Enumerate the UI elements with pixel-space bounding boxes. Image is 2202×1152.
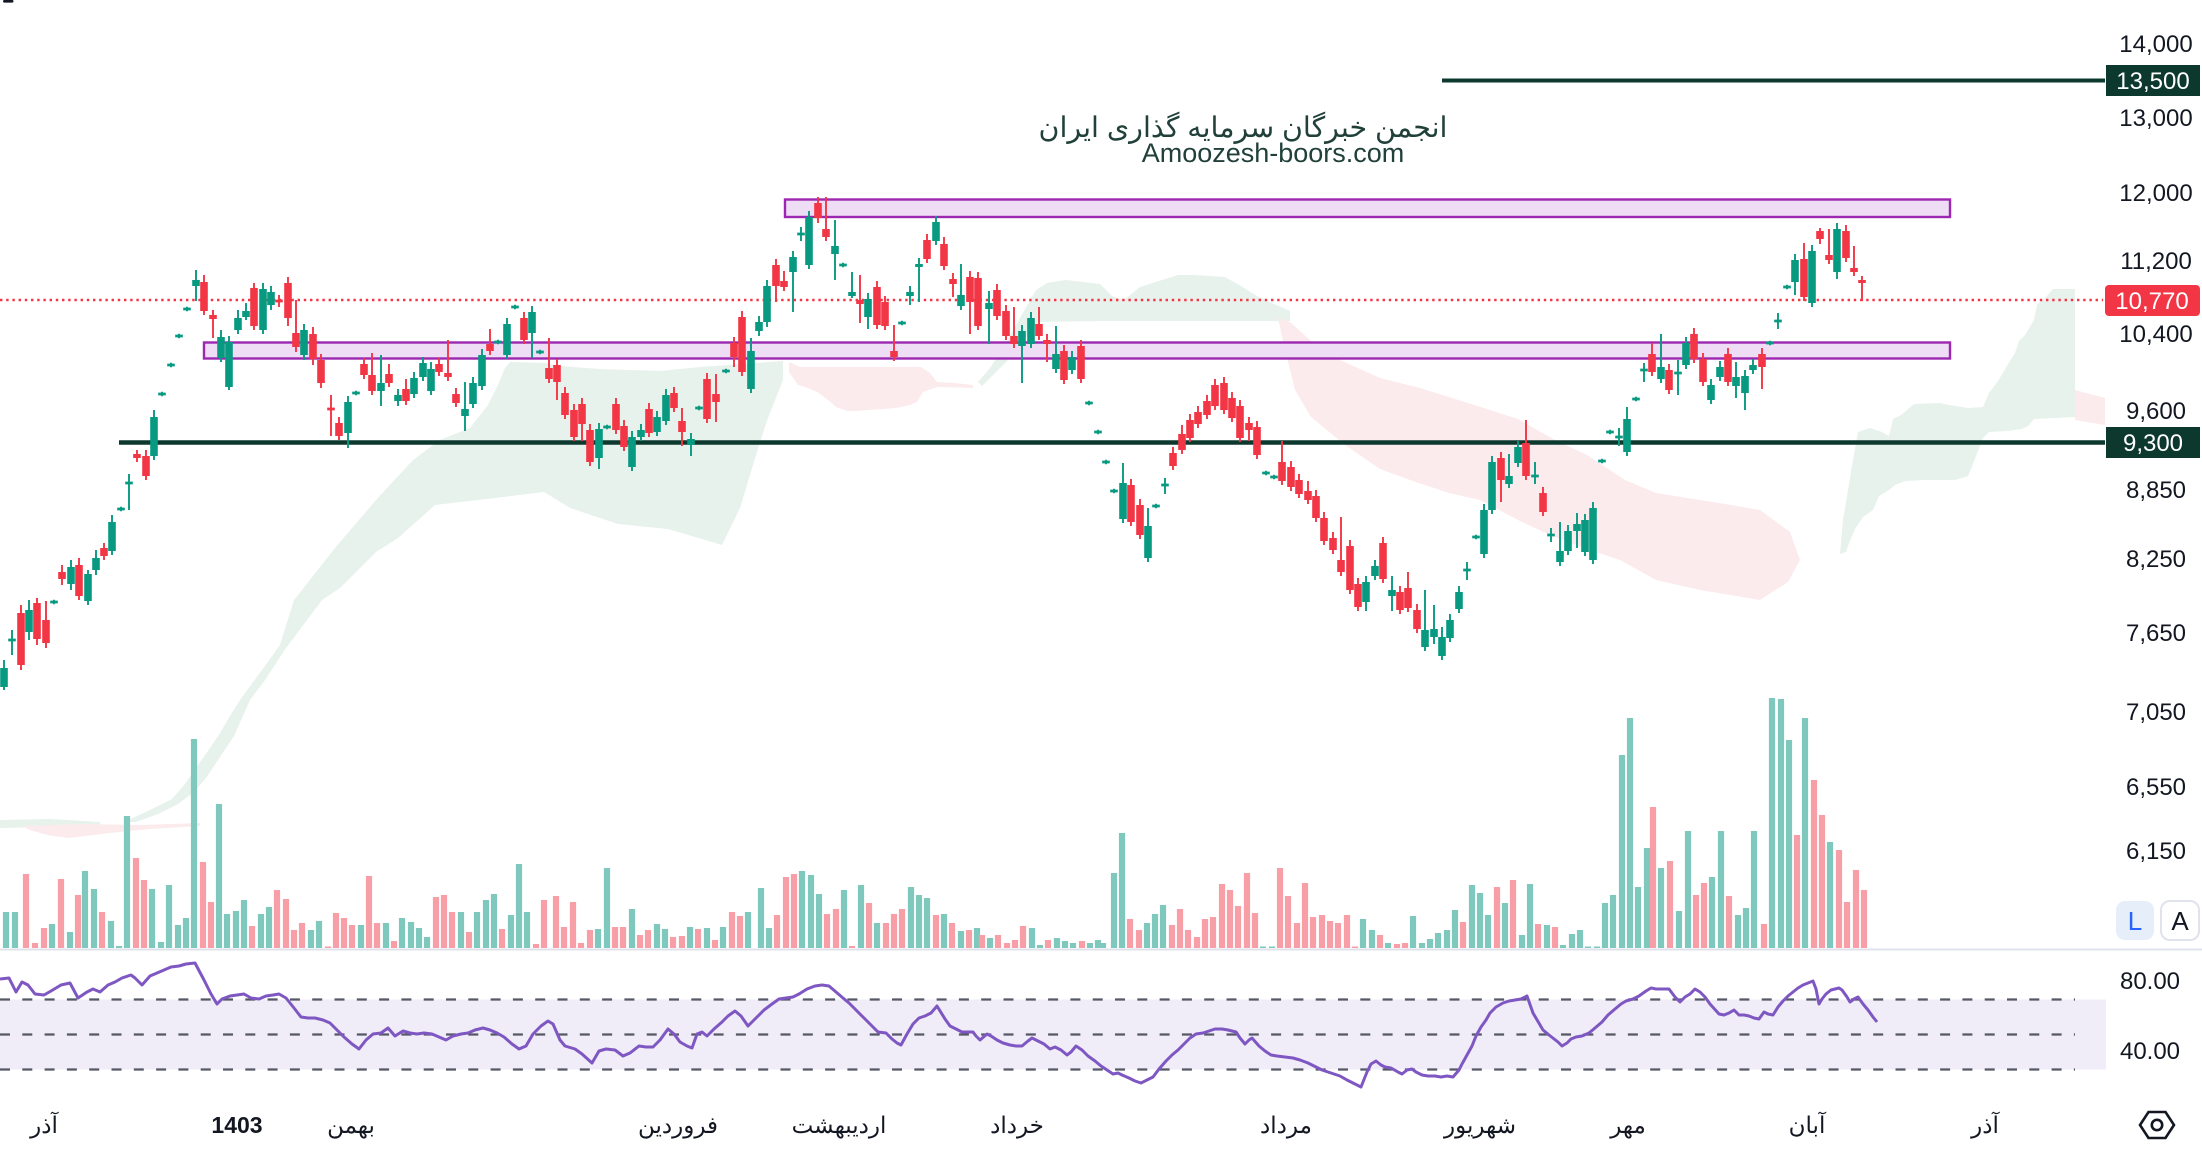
svg-text:80.00: 80.00 <box>2120 968 2180 995</box>
svg-text:مهر: مهر <box>1609 1112 1646 1139</box>
svg-text:14,000: 14,000 <box>2119 31 2192 58</box>
svg-text:9,300: 9,300 <box>2123 430 2183 457</box>
svg-text:آذر: آذر <box>29 1111 59 1139</box>
svg-text:A: A <box>2171 906 2189 936</box>
svg-text:L: L <box>2128 906 2142 936</box>
svg-text:13,500: 13,500 <box>2116 68 2189 95</box>
svg-text:1403: 1403 <box>211 1112 262 1138</box>
svg-text:خرداد: خرداد <box>990 1112 1044 1139</box>
svg-text:13,000: 13,000 <box>2119 105 2192 132</box>
svg-text:انجمن خبرگان سرمایه گذاری ایرا: انجمن خبرگان سرمایه گذاری ایران <box>1039 111 1448 145</box>
svg-text:40.00: 40.00 <box>2120 1038 2180 1065</box>
svg-text:بهمن: بهمن <box>327 1112 375 1139</box>
svg-text:شهریور: شهریور <box>1443 1112 1516 1139</box>
svg-text:7,650: 7,650 <box>2126 620 2186 647</box>
svg-text:Amoozesh-boors.com: Amoozesh-boors.com <box>1142 138 1405 168</box>
svg-text:فروردین: فروردین <box>638 1112 718 1139</box>
svg-text:8,250: 8,250 <box>2126 546 2186 573</box>
svg-text:8,850: 8,850 <box>2126 477 2186 504</box>
svg-text:9,600: 9,600 <box>2126 398 2186 425</box>
svg-text:مرداد: مرداد <box>1260 1112 1312 1139</box>
svg-text:آذر: آذر <box>1970 1111 2000 1139</box>
svg-text:7,050: 7,050 <box>2126 699 2186 726</box>
svg-text:آبان: آبان <box>1789 1111 1827 1138</box>
svg-text:10,770: 10,770 <box>2115 288 2188 315</box>
svg-text:6,150: 6,150 <box>2126 838 2186 865</box>
svg-text:6,550: 6,550 <box>2126 774 2186 801</box>
svg-text:11,200: 11,200 <box>2120 248 2192 275</box>
svg-text:10,400: 10,400 <box>2119 321 2192 348</box>
svg-text:اردیبهشت: اردیبهشت <box>792 1112 887 1139</box>
svg-text:12,000: 12,000 <box>2119 180 2192 207</box>
